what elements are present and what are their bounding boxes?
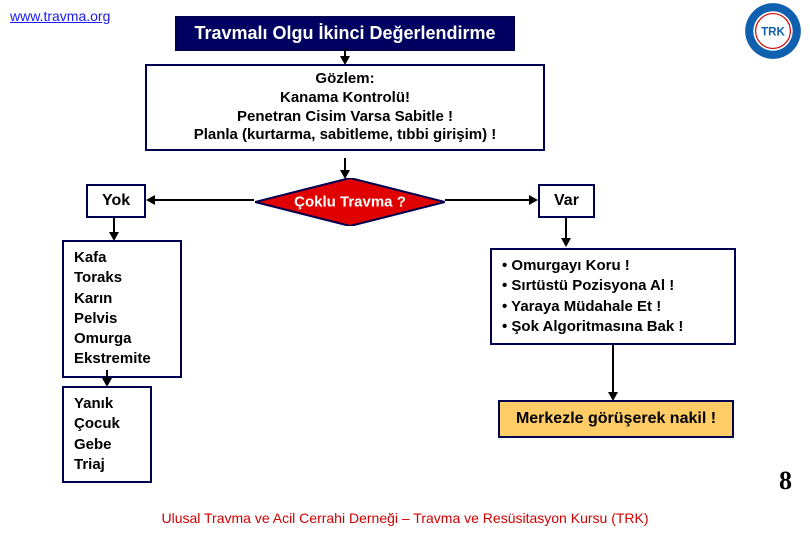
transfer-box: Merkezle görüşerek nakil ! <box>498 400 734 438</box>
list-item: Ekstremite <box>74 349 170 369</box>
arrow-head <box>561 238 571 247</box>
no-label: Yok <box>102 192 130 209</box>
page-number: 8 <box>779 466 792 496</box>
arrow <box>565 218 567 240</box>
title-box: Travmalı Olgu İkinci Değerlendirme <box>175 16 515 51</box>
list-item: Pelvis <box>74 309 170 329</box>
decision-diamond: Çoklu Travma ? <box>255 178 445 226</box>
list-item: Çocuk <box>74 414 140 434</box>
list-item: • Omurgayı Koru ! <box>502 256 724 276</box>
list-item: Toraks <box>74 268 170 288</box>
yes-label: Var <box>554 192 579 209</box>
arrow <box>445 199 531 201</box>
left-list-box: Kafa Toraks Karın Pelvis Omurga Ekstremi… <box>62 240 182 378</box>
arrow-head <box>529 195 538 205</box>
obs-line: Gözlem: <box>153 70 537 89</box>
footer-text: Ulusal Travma ve Acil Cerrahi Derneği – … <box>0 510 810 526</box>
right-list-box: • Omurgayı Koru ! • Sırtüstü Pozisyona A… <box>490 248 736 345</box>
list-item: • Şok Algoritmasına Bak ! <box>502 317 724 337</box>
title-text: Travmalı Olgu İkinci Değerlendirme <box>194 23 495 43</box>
list-item: Karın <box>74 289 170 309</box>
left-list2-box: Yanık Çocuk Gebe Triaj <box>62 386 152 483</box>
trk-logo: TRK <box>744 2 802 60</box>
arrow-head <box>146 195 155 205</box>
yes-box: Var <box>538 184 595 218</box>
list-item: Omurga <box>74 329 170 349</box>
list-item: Triaj <box>74 455 140 475</box>
header-url[interactable]: www.travma.org <box>10 8 110 24</box>
list-item: Kafa <box>74 248 170 268</box>
list-item: • Sırtüstü Pozisyona Al ! <box>502 276 724 296</box>
decision-label: Çoklu Travma ? <box>294 194 406 211</box>
no-box: Yok <box>86 184 146 218</box>
logo-text: TRK <box>761 26 785 39</box>
arrow <box>612 344 614 394</box>
arrow <box>154 199 254 201</box>
list-item: • Yaraya Müdahale Et ! <box>502 297 724 317</box>
obs-line: Penetran Cisim Varsa Sabitle ! <box>153 108 537 127</box>
obs-line: Planla (kurtarma, sabitleme, tıbbi giriş… <box>153 126 537 145</box>
obs-line: Kanama Kontrolü! <box>153 89 537 108</box>
transfer-text: Merkezle görüşerek nakil ! <box>516 410 716 427</box>
list-item: Yanık <box>74 394 140 414</box>
observation-box: Gözlem: Kanama Kontrolü! Penetran Cisim … <box>145 64 545 151</box>
list-item: Gebe <box>74 435 140 455</box>
